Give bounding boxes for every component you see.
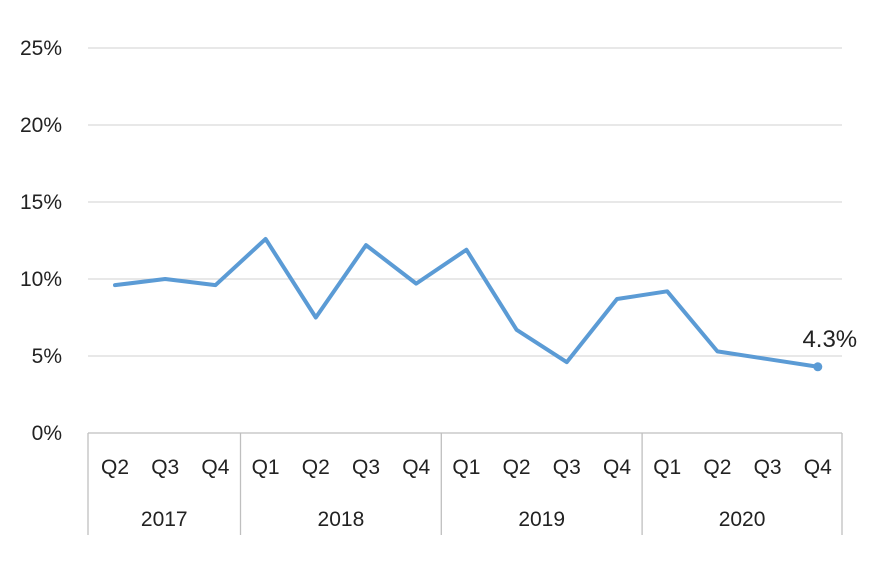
- series-line: [113, 236, 820, 369]
- y-tick-label: 0%: [32, 422, 62, 445]
- y-tick-label: 25%: [20, 37, 62, 60]
- x-tick-label: Q4: [201, 456, 229, 479]
- x-tick-label: Q2: [703, 456, 731, 479]
- x-tick-label: Q1: [653, 456, 681, 479]
- series-group: [113, 236, 820, 369]
- data-labels: 4.3%: [802, 326, 857, 372]
- x-tick-label: Q3: [553, 456, 581, 479]
- x-group-label: 2019: [518, 508, 565, 531]
- x-group-label: 2020: [719, 508, 766, 531]
- y-tick-label: 15%: [20, 191, 62, 214]
- x-tick-label: Q2: [503, 456, 531, 479]
- y-tick-label: 5%: [32, 345, 62, 368]
- data-label: 4.3%: [802, 326, 857, 353]
- x-tick-label: Q4: [402, 456, 430, 479]
- x-tick-label: Q3: [151, 456, 179, 479]
- x-group-label: 2018: [318, 508, 365, 531]
- x-tick-label: Q4: [603, 456, 631, 479]
- x-tick-label: Q4: [804, 456, 832, 479]
- y-tick-label: 10%: [20, 268, 62, 291]
- x-tick-label: Q1: [252, 456, 280, 479]
- y-axis-tick-labels: 0% 5% 10% 15% 20% 25%: [20, 37, 62, 445]
- x-tick-label: Q2: [302, 456, 330, 479]
- gridlines: [88, 47, 842, 357]
- x-tick-label: Q3: [754, 456, 782, 479]
- x-tick-label: Q2: [101, 456, 129, 479]
- y-tick-label: 20%: [20, 114, 62, 137]
- x-tick-label: Q3: [352, 456, 380, 479]
- x-tick-label: Q1: [452, 456, 480, 479]
- x-axis: Q2 Q3 Q4 Q1 Q2 Q3 Q4 Q1 Q2 Q3 Q4 Q1 Q2 Q3 Q4 2017 2018 20…: [87, 432, 843, 535]
- data-point-marker: [813, 362, 823, 372]
- x-group-label: 2017: [141, 508, 188, 531]
